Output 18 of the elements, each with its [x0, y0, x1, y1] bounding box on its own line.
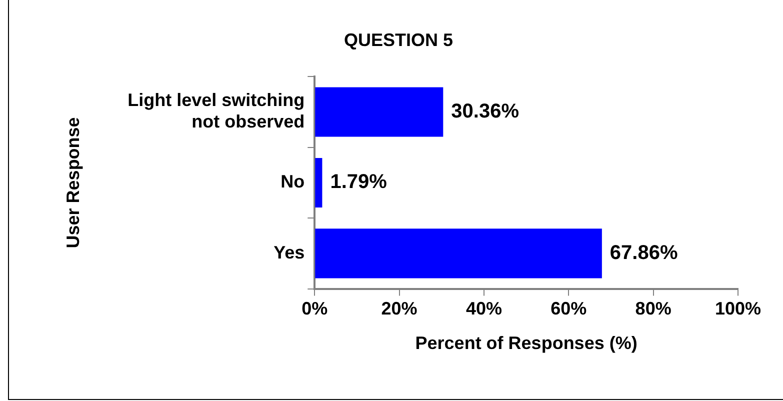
y-tick-label: Yes	[274, 242, 305, 262]
bar	[315, 158, 322, 208]
data-label: 67.86%	[610, 242, 678, 264]
x-tick-label: 0%	[302, 298, 328, 319]
x-tick-label: 100%	[714, 298, 762, 319]
x-tick-label: 20%	[381, 298, 418, 319]
chart-title: QUESTION 5	[344, 30, 454, 50]
y-tick-label: No	[280, 172, 305, 192]
y-axis-title: User Response	[62, 117, 83, 248]
x-tick-label: 60%	[550, 298, 587, 319]
bar	[315, 228, 602, 278]
x-tick-label: 40%	[466, 298, 502, 319]
data-label: 1.79%	[330, 171, 388, 194]
x-axis-title: Percent of Responses (%)	[415, 333, 638, 354]
y-tick-label: Light level switching not observed	[128, 90, 305, 132]
data-label: 30.36%	[451, 100, 520, 122]
x-tick-label: 80%	[635, 298, 672, 319]
bar	[315, 87, 444, 137]
